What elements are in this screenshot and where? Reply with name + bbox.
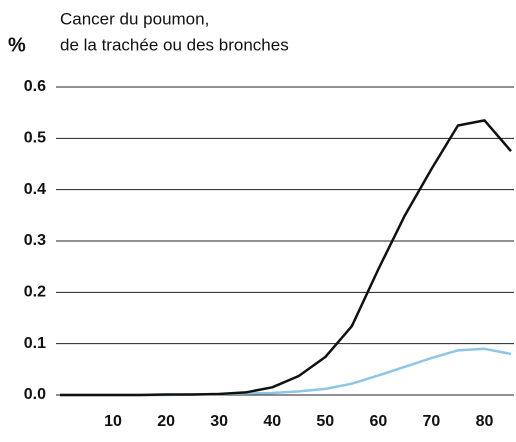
y-axis-label: %: [8, 34, 26, 56]
data-line: [60, 119, 512, 397]
x-tick-label: 60: [369, 413, 387, 430]
x-tick-label: 20: [157, 413, 175, 430]
chart-title-line: Cancer du poumon,: [60, 9, 209, 28]
data-line: [60, 347, 512, 397]
chart-title-line: de la trachée ou des bronches: [60, 35, 289, 54]
y-tick-label: 0.4: [24, 181, 46, 198]
x-tick-label: 10: [104, 413, 122, 430]
y-tick-label: 0.2: [24, 284, 46, 301]
x-tick-label: 70: [423, 413, 441, 430]
y-tick-label: 0.5: [24, 130, 46, 147]
x-tick-label: 30: [210, 413, 228, 430]
x-tick-label: 80: [476, 413, 494, 430]
y-tick-label: 0.1: [24, 335, 46, 352]
x-tick-label: 50: [316, 413, 334, 430]
x-tick-label: 40: [263, 413, 281, 430]
y-tick-label: 0.3: [24, 232, 46, 249]
y-tick-label: 0.6: [24, 78, 46, 95]
y-tick-label: 0.0: [24, 386, 46, 403]
